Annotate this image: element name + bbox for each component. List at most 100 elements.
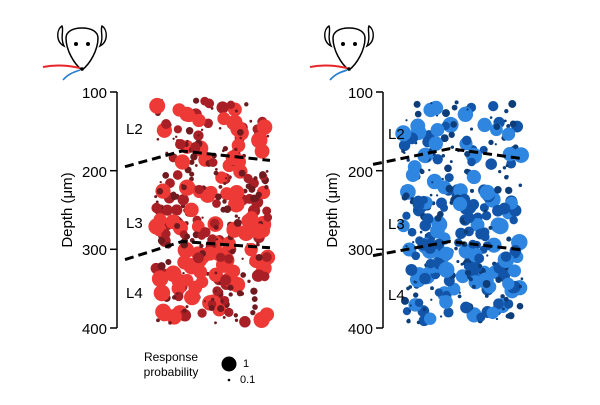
neuron-dot: [482, 280, 491, 288]
neuron-dot: [172, 170, 183, 180]
neuron-dot: [498, 169, 502, 174]
neuron-dot: [398, 139, 411, 152]
layer-boundary-l2-l3-left: [124, 149, 271, 169]
y-tick-label-400-right: 400: [348, 321, 373, 338]
neuron-dot: [203, 300, 206, 303]
neuron-dot: [518, 183, 523, 188]
neuron-dot: [440, 134, 449, 143]
neuron-dot: [397, 219, 410, 233]
neuron-dot: [161, 119, 172, 129]
neuron-dot: [425, 258, 436, 269]
other-whisker-right: [309, 64, 348, 69]
neuron-dot: [194, 164, 198, 167]
neuron-dot: [466, 108, 469, 111]
neuron-dot: [507, 264, 522, 278]
neuron-dot: [256, 119, 273, 135]
neuron-dot: [250, 309, 256, 316]
neuron-dot: [171, 281, 186, 296]
neuron-dot: [247, 279, 251, 283]
neuron-dot: [468, 199, 480, 210]
neuron-dot: [176, 292, 179, 295]
neuron-dot: [451, 104, 458, 111]
neuron-dot: [450, 145, 455, 149]
neuron-dot: [215, 168, 218, 171]
neuron-dot: [184, 202, 199, 218]
neuron-dot: [263, 213, 273, 222]
neuron-dot: [505, 164, 509, 168]
neuron-dot: [217, 305, 225, 312]
neuron-dot: [179, 179, 196, 196]
neuron-dot: [172, 137, 175, 140]
neuron-dot: [405, 245, 408, 248]
neuron-dot: [156, 318, 160, 323]
neuron-dot: [239, 316, 251, 328]
neuron-dot: [215, 238, 219, 241]
neuron-dot: [155, 200, 159, 204]
neuron-dot: [406, 286, 410, 291]
neuron-dot: [218, 126, 222, 130]
neuron-dot: [506, 236, 512, 242]
neuron-dot: [401, 194, 408, 201]
neuron-dot: [222, 199, 227, 204]
neuron-dot: [507, 312, 515, 320]
neuron-dot: [213, 224, 219, 230]
legend-small-label: 0.1: [240, 374, 255, 386]
neuron-dot: [253, 176, 258, 181]
neuron-dot: [464, 269, 472, 276]
neuron-dot: [241, 257, 244, 260]
neuron-dot: [149, 97, 166, 114]
neuron-dot: [185, 127, 194, 135]
neuron-dot: [434, 288, 443, 297]
neuron-dot: [442, 109, 450, 118]
neuron-dot: [165, 265, 182, 283]
neuron-dot: [173, 125, 182, 134]
neuron-dot: [424, 312, 437, 325]
legend-large-dot: [221, 356, 237, 372]
neuron-dot: [500, 251, 512, 262]
neuron-dot: [168, 321, 172, 325]
neuron-dot: [234, 214, 238, 218]
neuron-dot: [428, 149, 432, 152]
neuron-dot: [439, 246, 454, 261]
neuron-dot: [156, 137, 160, 141]
neuron-dot: [218, 185, 223, 189]
neuron-dot: [244, 242, 258, 257]
neuron-dot: [454, 100, 459, 105]
y-axis-label-left: Depth (μm): [59, 172, 76, 247]
neuron-dot: [503, 296, 509, 302]
neuron-dot: [254, 143, 270, 159]
neuron-dot: [171, 295, 177, 300]
neuron-dot: [226, 115, 242, 131]
layer-boundary-l3-l4-left: [124, 239, 271, 262]
legend-large-label: 1: [243, 358, 249, 370]
neuron-dot: [208, 158, 218, 167]
neuron-dot: [212, 286, 222, 296]
neuron-dot: [457, 106, 474, 123]
neuron-dot: [430, 122, 445, 137]
neuron-dot: [251, 223, 267, 239]
neuron-dot: [479, 227, 490, 238]
y-tick-label-100-right: 100: [348, 85, 373, 102]
neuron-dot: [463, 262, 472, 271]
neuron-dot: [474, 253, 485, 264]
neuron-dot: [469, 127, 474, 131]
neuron-dot: [508, 100, 517, 108]
neuron-dot: [222, 145, 229, 152]
neuron-dot: [228, 195, 245, 213]
neuron-dot: [413, 100, 421, 108]
neuron-dot: [197, 230, 207, 240]
neuron-dot: [237, 216, 240, 220]
neuron-dot: [443, 307, 454, 318]
neuron-dot: [479, 203, 489, 213]
neuron-dot: [430, 101, 433, 105]
scatter-dots-left: [148, 96, 276, 328]
neuron-dot: [505, 186, 513, 195]
neuron-dot: [174, 154, 190, 170]
neuron-dot: [471, 284, 476, 289]
layer-label-l4-right: L4: [388, 287, 405, 304]
neuron-dot: [189, 159, 195, 165]
neuron-dot: [231, 138, 246, 153]
mouse-head-icon-right: [324, 24, 374, 71]
neuron-dot: [449, 200, 454, 205]
neuron-dot: [430, 298, 433, 301]
